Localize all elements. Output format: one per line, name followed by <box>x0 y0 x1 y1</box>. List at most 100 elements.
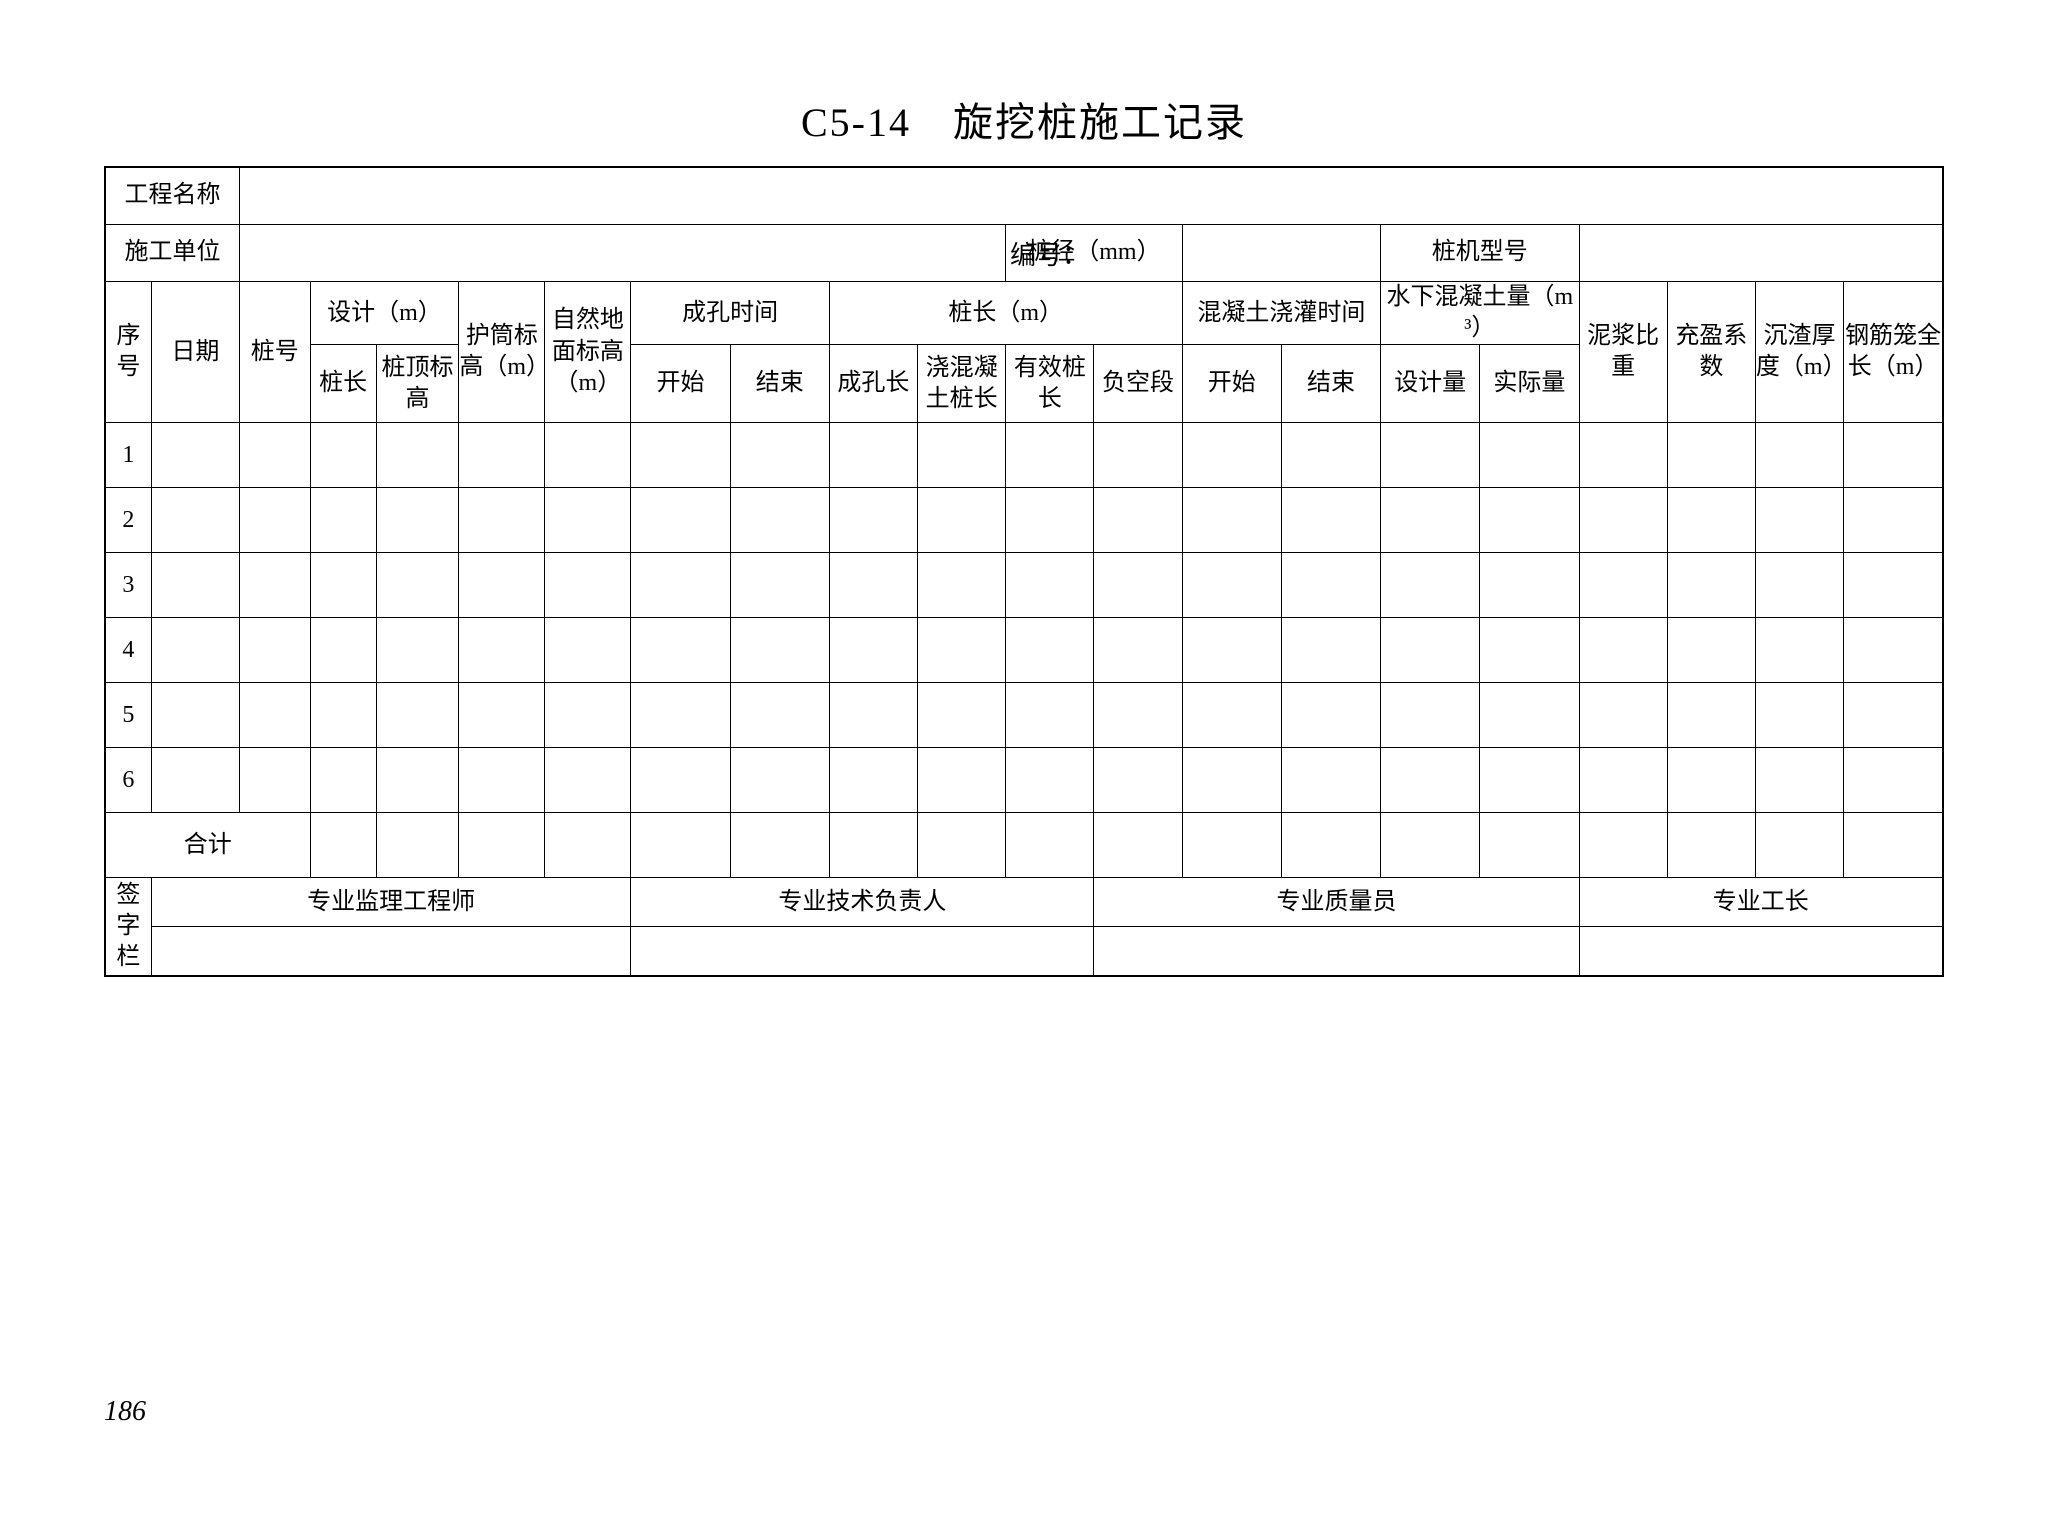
table-cell <box>310 618 376 683</box>
signature-tech-lead-field <box>631 927 1094 977</box>
table-cell <box>240 683 311 748</box>
table-cell <box>459 748 545 813</box>
table-cell <box>730 488 829 553</box>
table-cell <box>1667 683 1755 748</box>
header-hole-len: 成孔长 <box>829 345 917 423</box>
table-cell <box>1281 813 1380 878</box>
table-cell <box>1094 748 1182 813</box>
table-cell <box>151 553 239 618</box>
page-number: 186 <box>104 1396 146 1428</box>
table-cell <box>918 488 1006 553</box>
table-cell <box>1182 813 1281 878</box>
table-cell <box>730 748 829 813</box>
header-underwater-concrete: 水下混凝土量（m³） <box>1381 282 1579 345</box>
construction-record-table: 工程名称 施工单位 桩径（mm） 桩机型号 序号 日期 桩号 设计（m） 护筒标… <box>104 166 1944 977</box>
table-cell <box>240 488 311 553</box>
table-cell <box>918 618 1006 683</box>
table-cell <box>1281 618 1380 683</box>
header-drill-start: 开始 <box>631 345 730 423</box>
header-concrete-pour-time: 混凝土浇灌时间 <box>1182 282 1380 345</box>
project-name-value <box>240 167 1944 225</box>
table-cell <box>1182 423 1281 488</box>
table-cell <box>1281 683 1380 748</box>
table-cell <box>829 683 917 748</box>
table-cell <box>310 683 376 748</box>
signature-qc-field <box>1094 927 1579 977</box>
table-cell <box>151 618 239 683</box>
table-cell <box>918 748 1006 813</box>
table-cell <box>1281 553 1380 618</box>
table-cell <box>1667 748 1755 813</box>
row-number: 4 <box>105 618 151 683</box>
total-label: 合计 <box>105 813 310 878</box>
table-cell <box>310 813 376 878</box>
table-cell <box>240 618 311 683</box>
table-cell <box>1094 488 1182 553</box>
table-cell <box>1381 748 1480 813</box>
table-cell <box>151 423 239 488</box>
table-cell <box>1755 748 1843 813</box>
row-number: 6 <box>105 748 151 813</box>
table-cell <box>1844 553 1943 618</box>
table-cell <box>1480 683 1579 748</box>
table-cell <box>1755 813 1843 878</box>
table-cell <box>1182 683 1281 748</box>
row-number: 5 <box>105 683 151 748</box>
table-cell <box>730 618 829 683</box>
table-cell <box>459 813 545 878</box>
table-cell <box>240 553 311 618</box>
table-cell <box>1006 553 1094 618</box>
table-cell <box>459 618 545 683</box>
header-slurry-density: 泥浆比重 <box>1579 282 1667 423</box>
table-cell <box>1755 618 1843 683</box>
table-cell <box>151 748 239 813</box>
serial-number-label: 编号： <box>1010 235 1088 272</box>
table-cell <box>730 813 829 878</box>
table-cell <box>829 618 917 683</box>
header-pile-top-elev: 桩顶标高 <box>376 345 459 423</box>
table-cell <box>829 553 917 618</box>
table-cell <box>459 683 545 748</box>
table-cell <box>1579 488 1667 553</box>
table-cell <box>1094 618 1182 683</box>
table-cell <box>631 618 730 683</box>
table-cell <box>151 683 239 748</box>
table-cell <box>1579 813 1667 878</box>
header-pile-no: 桩号 <box>240 282 311 423</box>
table-cell <box>376 423 459 488</box>
table-cell <box>1006 748 1094 813</box>
machine-model-value <box>1579 225 1943 282</box>
table-cell <box>1094 683 1182 748</box>
header-design-qty: 设计量 <box>1381 345 1480 423</box>
table-cell <box>1006 813 1094 878</box>
table-cell <box>1755 553 1843 618</box>
table-cell <box>631 683 730 748</box>
header-drill-end: 结束 <box>730 345 829 423</box>
table-cell <box>1381 423 1480 488</box>
table-cell <box>1667 423 1755 488</box>
table-cell <box>310 423 376 488</box>
table-cell <box>240 748 311 813</box>
table-cell <box>1667 553 1755 618</box>
table-cell <box>918 553 1006 618</box>
table-cell <box>1281 488 1380 553</box>
row-number: 1 <box>105 423 151 488</box>
table-cell <box>545 553 631 618</box>
table-cell <box>1480 618 1579 683</box>
table-cell <box>459 423 545 488</box>
table-cell <box>829 423 917 488</box>
table-cell <box>545 813 631 878</box>
table-cell <box>631 423 730 488</box>
header-pour-start: 开始 <box>1182 345 1281 423</box>
table-cell <box>1579 423 1667 488</box>
table-cell <box>730 683 829 748</box>
table-cell <box>1755 488 1843 553</box>
table-cell <box>545 683 631 748</box>
table-cell <box>1006 488 1094 553</box>
header-fill-factor: 充盈系数 <box>1667 282 1755 423</box>
table-cell <box>1844 748 1943 813</box>
table-cell <box>1182 553 1281 618</box>
table-cell <box>545 488 631 553</box>
table-cell <box>730 423 829 488</box>
table-cell <box>1667 488 1755 553</box>
